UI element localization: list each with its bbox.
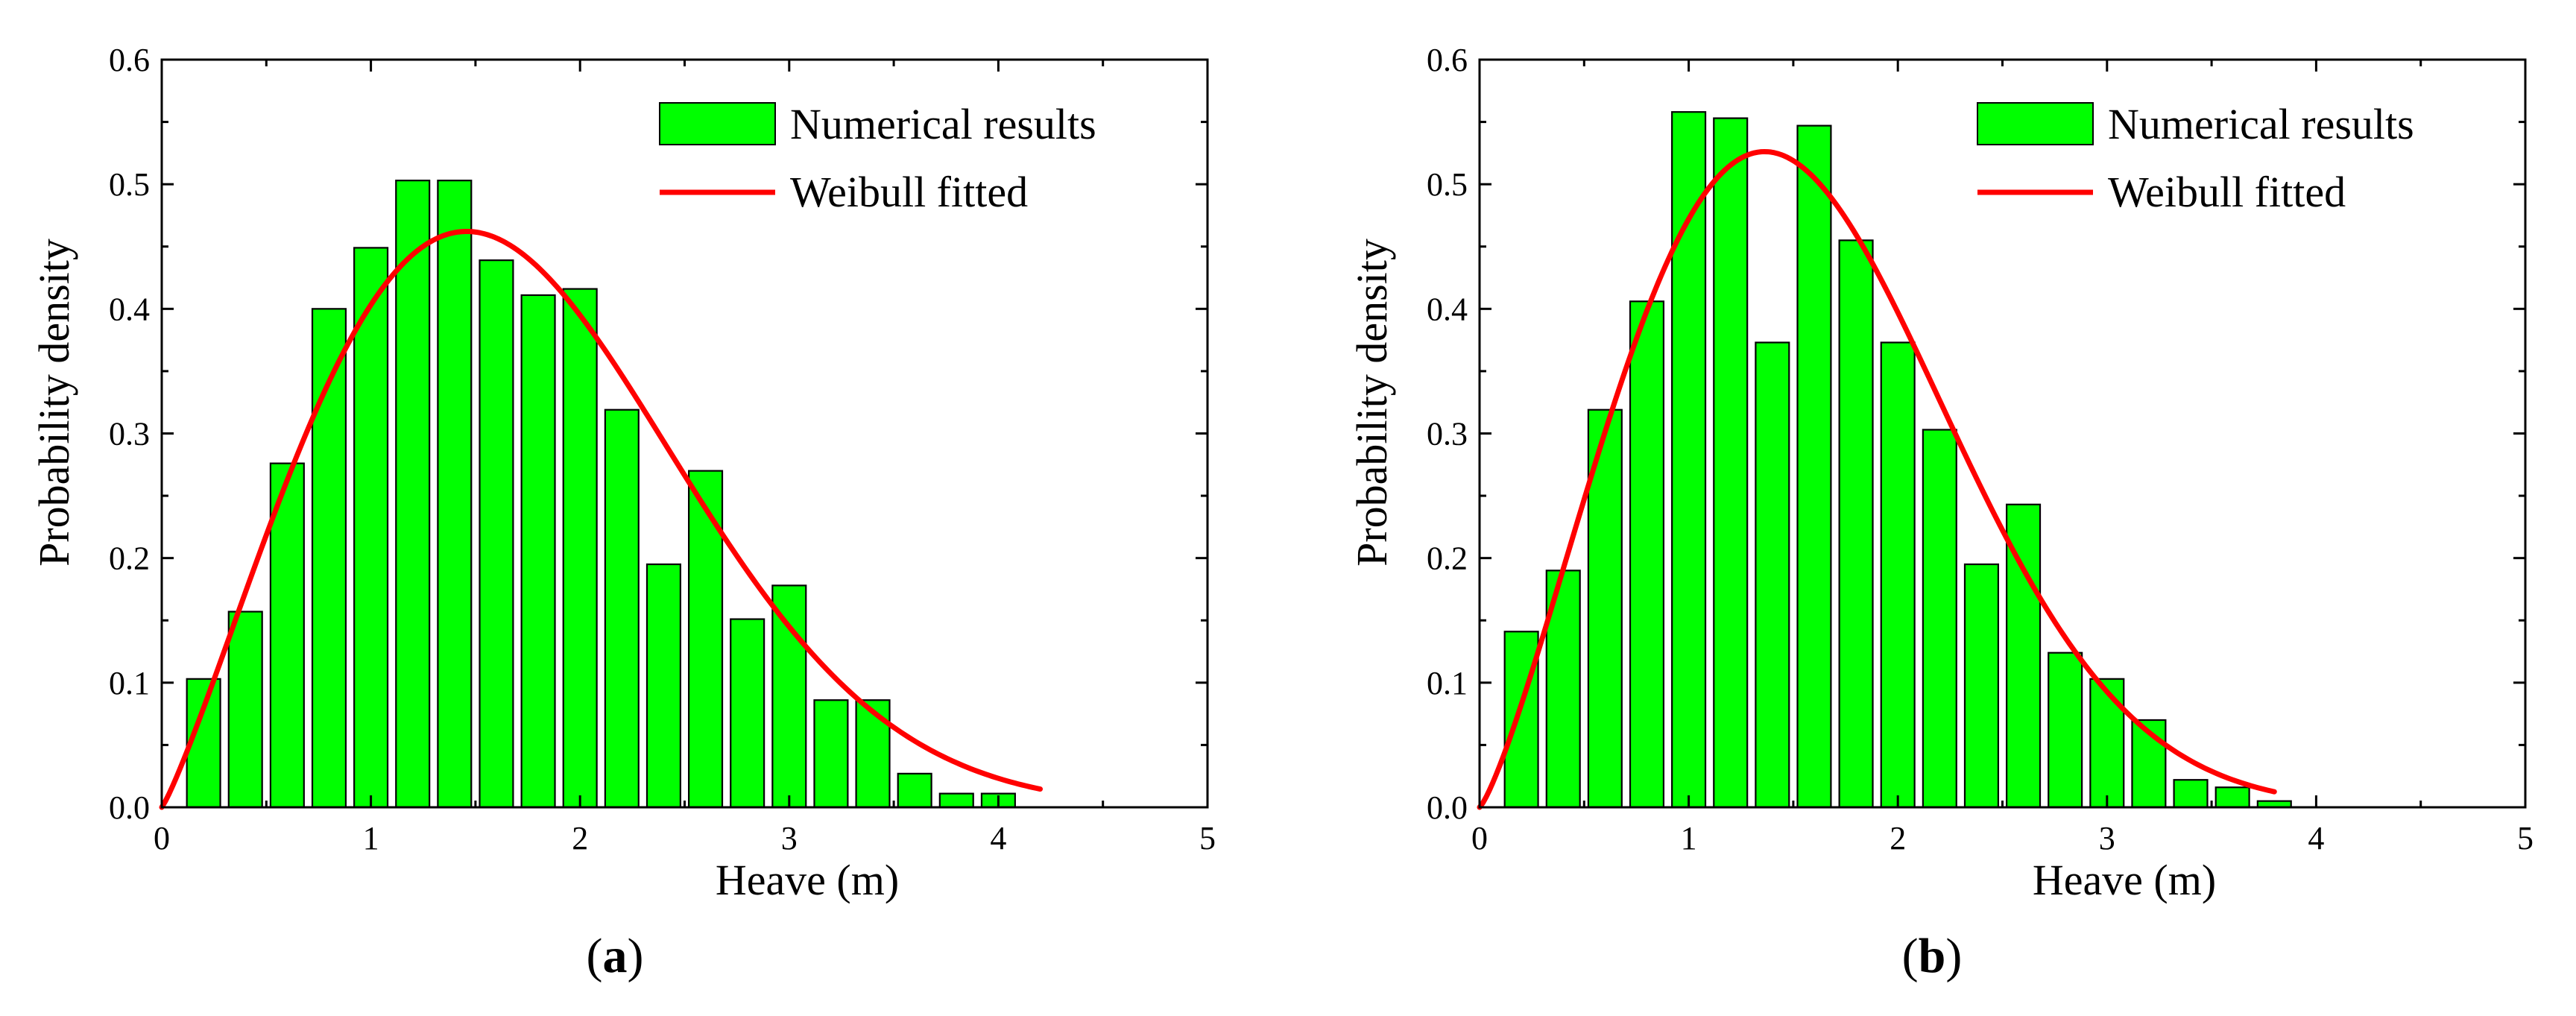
x-tick-label-a-0: 0	[154, 820, 170, 856]
panel-label-open-a: (	[587, 929, 603, 983]
legend-label-line-a: Weibull fitted	[790, 168, 1028, 216]
x-tick-label-a-3: 3	[781, 820, 798, 856]
y-tick-label-b-4: 0.4	[1427, 291, 1468, 327]
bar-a-2	[269, 462, 305, 809]
bar-a-10	[604, 408, 640, 809]
bar-a-18	[938, 792, 974, 809]
legend-label-bar-b: Numerical results	[2108, 100, 2414, 148]
y-tick-label-b-3: 0.3	[1427, 416, 1468, 452]
x-tick-label-b-4: 4	[2308, 820, 2324, 856]
bar-b-0	[1503, 631, 1539, 809]
bar-a-4	[353, 247, 389, 809]
x-tick-label-b-3: 3	[2099, 820, 2115, 856]
panel-label-letter-b: b	[1919, 929, 1946, 983]
bar-b-15	[2131, 719, 2167, 809]
panel-label-letter-a: a	[603, 929, 628, 983]
bar-b-8	[1838, 239, 1874, 809]
y-tick-label-b-5: 0.5	[1427, 166, 1468, 203]
panel-label-b: (b)	[1902, 929, 1963, 983]
bar-a-5	[395, 180, 431, 809]
y-tick-label-b-1: 0.1	[1427, 665, 1468, 701]
bar-a-17	[897, 772, 932, 809]
y-tick-label-b-0: 0.0	[1427, 789, 1468, 826]
x-tick-label-a-5: 5	[1199, 820, 1216, 856]
bar-b-16	[2173, 779, 2209, 809]
legend-label-bar-a: Numerical results	[790, 100, 1096, 148]
x-tick-label-a-1: 1	[363, 820, 379, 856]
bar-a-1	[227, 610, 263, 809]
panel-label-a: (a)	[587, 929, 644, 983]
bar-a-8	[520, 294, 556, 809]
y-tick-label-a-2: 0.2	[109, 540, 150, 577]
bar-b-5	[1713, 117, 1749, 809]
axis-ticks-a: 0 1 2 3 4 5 0.0 0.1 0.2 0.3 0.4 0.5 0.6	[109, 42, 1216, 856]
y-axis-title-b: Probability density	[1348, 239, 1396, 567]
bar-b-11	[1963, 563, 1999, 809]
y-axis-title-a: Probability density	[30, 239, 78, 567]
axis-ticks-b: 0 1 2 3 4 5 0.0 0.1 0.2 0.3 0.4 0.5 0.6	[1427, 42, 2534, 856]
y-tick-label-a-4: 0.4	[109, 291, 150, 327]
y-tick-label-a-6: 0.6	[109, 42, 150, 78]
bar-a-7	[479, 259, 514, 809]
bar-a-9	[562, 288, 598, 809]
bar-a-12	[688, 470, 724, 809]
y-tick-label-a-3: 0.3	[109, 416, 150, 452]
weibull-curve-b	[1477, 148, 2277, 810]
x-tick-label-b-5: 5	[2517, 820, 2534, 856]
x-axis-title-a: Heave (m)	[716, 856, 899, 904]
bar-b-10	[1922, 429, 1957, 809]
x-tick-label-b-2: 2	[1890, 820, 1906, 856]
bar-b-14	[2089, 678, 2125, 809]
panel-label-close-b: )	[1945, 929, 1962, 983]
plot-area-a	[159, 58, 1209, 810]
legend-swatch-bar-b	[1977, 102, 2094, 145]
bar-b-7	[1796, 124, 1832, 809]
chart-panel-a: 0 1 2 3 4 5 0.0 0.1 0.2 0.3 0.4 0.5 0.6 Heave (m) Pr…	[30, 42, 1216, 983]
x-tick-label-b-1: 1	[1681, 820, 1697, 856]
bar-b-12	[2006, 503, 2042, 809]
bar-a-13	[730, 618, 765, 809]
bar-a-14	[771, 584, 807, 809]
x-tick-label-b-0: 0	[1471, 820, 1488, 856]
bar-a-6	[437, 180, 473, 809]
y-tick-label-b-6: 0.6	[1427, 42, 1468, 78]
weibull-curve-a	[159, 229, 1044, 810]
legend-swatch-bar-a	[659, 102, 776, 145]
bar-a-11	[645, 563, 681, 809]
legend-label-line-b: Weibull fitted	[2108, 168, 2346, 216]
panel-label-open-b: (	[1902, 929, 1919, 983]
x-tick-label-a-4: 4	[990, 820, 1006, 856]
y-tick-label-b-2: 0.2	[1427, 540, 1468, 577]
panel-label-close-a: )	[628, 929, 644, 983]
bar-b-3	[1629, 300, 1665, 809]
bar-a-15	[813, 699, 849, 809]
legend-a: Numerical results Weibull fitted	[659, 100, 1096, 216]
legend-b: Numerical results Weibull fitted	[1977, 100, 2414, 216]
bar-b-9	[1880, 341, 1916, 809]
bar-b-13	[2048, 651, 2083, 809]
bar-b-17	[2214, 786, 2250, 809]
x-axis-title-b: Heave (m)	[2033, 856, 2216, 904]
y-tick-label-a-1: 0.1	[109, 665, 150, 701]
bar-b-6	[1755, 341, 1790, 809]
y-tick-label-a-0: 0.0	[109, 789, 150, 826]
bar-a-16	[855, 699, 891, 809]
chart-panel-b: 0 1 2 3 4 5 0.0 0.1 0.2 0.3 0.4 0.5 0.6 Heave (m) Pr…	[1348, 42, 2534, 983]
y-tick-label-a-5: 0.5	[109, 166, 150, 203]
x-tick-label-a-2: 2	[572, 820, 588, 856]
